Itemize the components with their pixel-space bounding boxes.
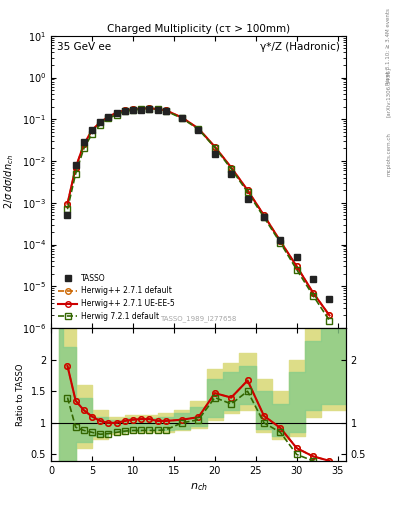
Text: 35 GeV ee: 35 GeV ee [57, 41, 111, 52]
Legend: TASSO, Herwig++ 2.7.1 default, Herwig++ 2.7.1 UE-EE-5, Herwig 7.2.1 default: TASSO, Herwig++ 2.7.1 default, Herwig++ … [55, 271, 178, 324]
Text: Rivet 3.1.10; ≥ 3.4M events: Rivet 3.1.10; ≥ 3.4M events [386, 8, 391, 84]
Text: γ*/Z (Hadronic): γ*/Z (Hadronic) [260, 41, 340, 52]
Y-axis label: $2/\sigma\,d\sigma/dn_{ch}$: $2/\sigma\,d\sigma/dn_{ch}$ [3, 155, 17, 209]
Text: mcplots.cern.ch: mcplots.cern.ch [386, 132, 391, 176]
Y-axis label: Ratio to TASSO: Ratio to TASSO [16, 363, 25, 425]
Text: [arXiv:1306.3436]: [arXiv:1306.3436] [386, 67, 391, 117]
X-axis label: $n_{ch}$: $n_{ch}$ [189, 481, 208, 493]
Title: Charged Multiplicity (cτ > 100mm): Charged Multiplicity (cτ > 100mm) [107, 24, 290, 34]
Text: TASSO_1989_I277658: TASSO_1989_I277658 [160, 315, 237, 322]
